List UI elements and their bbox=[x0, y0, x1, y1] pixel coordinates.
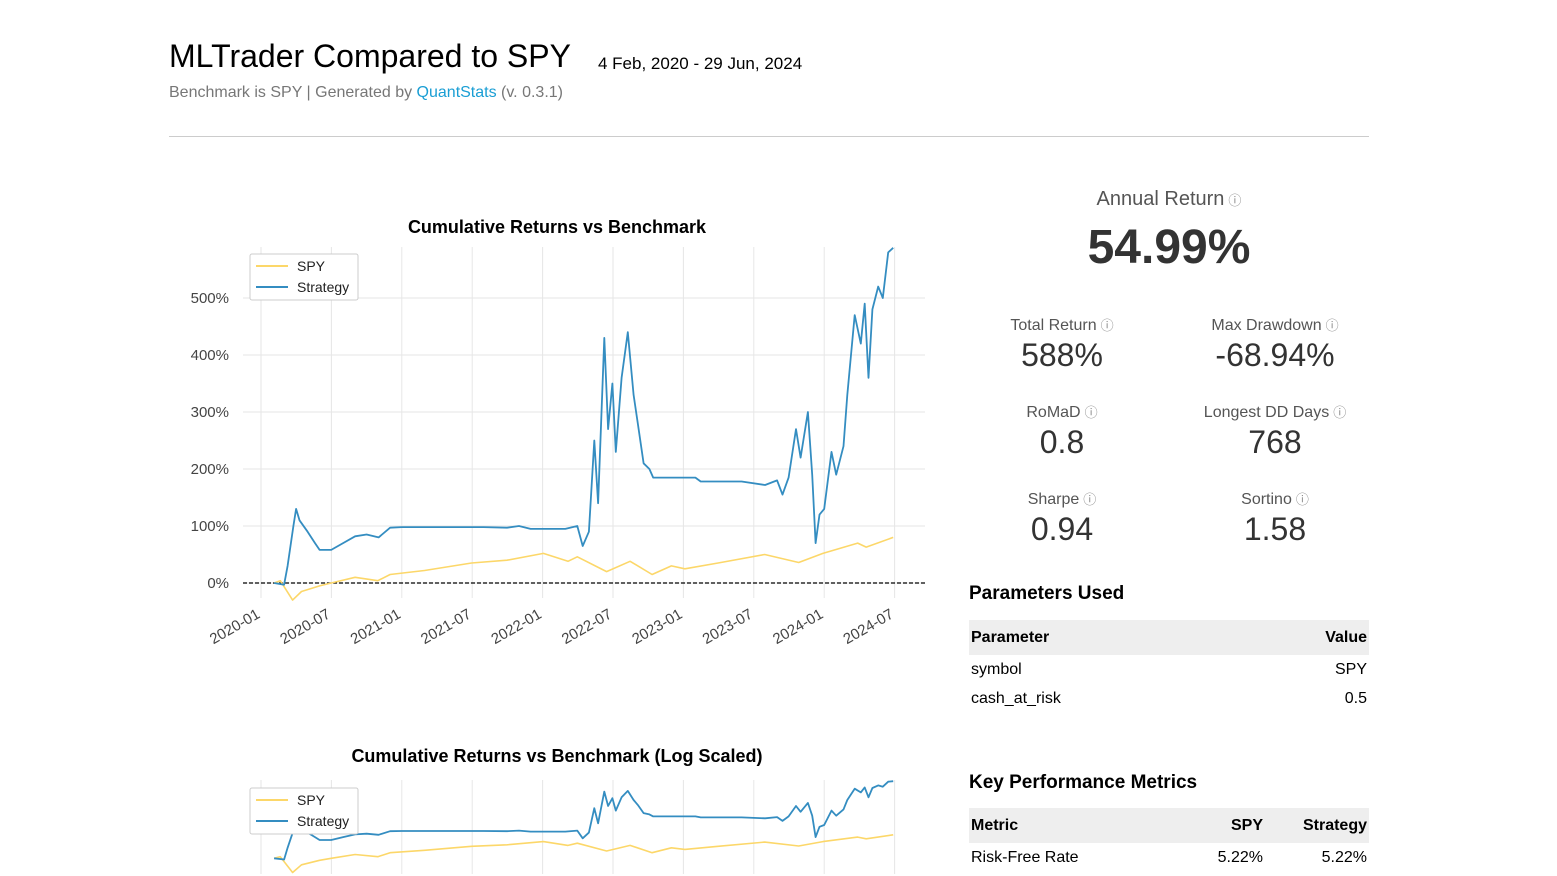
x-tick-label: 2021-07 bbox=[418, 606, 474, 648]
metric-max-drawdown: Max Drawdown ⓘ -68.94% bbox=[1175, 315, 1375, 374]
col-header: SPY bbox=[1171, 808, 1265, 843]
info-circle-icon[interactable]: ⓘ bbox=[1295, 492, 1309, 507]
annual-return-label: Annual Return ⓘ bbox=[1096, 188, 1242, 210]
spy-series-line bbox=[273, 834, 894, 874]
x-tick-label: 2020-07 bbox=[277, 606, 333, 648]
kpm-title: Key Performance Metrics bbox=[969, 772, 1198, 793]
table-row: symbol SPY bbox=[969, 655, 1369, 684]
subtitle-version: (v. 0.3.1) bbox=[496, 84, 563, 101]
parameters-title: Parameters Used bbox=[969, 583, 1125, 604]
x-tick-label: 2023-07 bbox=[700, 606, 756, 648]
metric-label: RoMaD ⓘ bbox=[1026, 404, 1098, 421]
col-header: Parameter bbox=[969, 620, 1238, 655]
metric-value: 0.8 bbox=[1039, 424, 1085, 460]
x-tick-label: 2022-01 bbox=[488, 606, 544, 648]
page-title: MLTrader Compared to SPY bbox=[169, 38, 571, 74]
info-circle-icon[interactable]: ⓘ bbox=[1333, 405, 1347, 420]
cell: 5.22% bbox=[1217, 849, 1263, 866]
legend-label: SPY bbox=[297, 258, 326, 274]
x-tick-label: 2023-01 bbox=[629, 606, 685, 648]
cell: 0.5 bbox=[1344, 690, 1367, 707]
y-tick-label: 100% bbox=[191, 518, 229, 535]
metric-label: Total Return ⓘ bbox=[1010, 317, 1114, 334]
metric-label: Max Drawdown ⓘ bbox=[1211, 317, 1339, 334]
strategy-series-line bbox=[273, 780, 894, 861]
y-tick-label: 400% bbox=[191, 347, 229, 364]
info-circle-icon[interactable]: ⓘ bbox=[1325, 318, 1339, 333]
cell: SPY bbox=[1334, 661, 1367, 678]
info-circle-icon[interactable]: ⓘ bbox=[1083, 492, 1097, 507]
metric-label: Longest DD Days ⓘ bbox=[1203, 404, 1347, 421]
annual-return-value: 54.99% bbox=[1087, 221, 1251, 274]
metric-sharpe: Sharpe ⓘ 0.94 bbox=[962, 489, 1162, 548]
cell: symbol bbox=[971, 661, 1022, 678]
metric-label: Sortino ⓘ bbox=[1241, 491, 1309, 508]
kpm-table: Metric SPY Strategy Risk-Free Rate 5.22% 5.2… bbox=[969, 808, 1369, 872]
y-tick-label: 500% bbox=[191, 290, 229, 307]
y-tick-label: 0% bbox=[207, 575, 229, 592]
chart-title: Cumulative Returns vs Benchmark bbox=[408, 217, 707, 237]
col-header: Metric bbox=[969, 808, 1171, 843]
spy-series-line bbox=[273, 536, 894, 601]
info-circle-icon[interactable]: ⓘ bbox=[1084, 405, 1098, 420]
table-row: Risk-Free Rate 5.22% 5.22% bbox=[969, 843, 1369, 872]
info-circle-icon[interactable]: ⓘ bbox=[1100, 318, 1114, 333]
chart-legend: SPY Strategy bbox=[249, 253, 359, 301]
metric-total-return: Total Return ⓘ 588% bbox=[962, 315, 1162, 374]
quantstats-link[interactable]: QuantStats bbox=[416, 84, 497, 101]
cell: cash_at_risk bbox=[971, 690, 1061, 707]
x-tick-label: 2024-07 bbox=[840, 606, 896, 648]
metrics-grid: Total Return ⓘ 588% Max Drawdown ⓘ -68.94% RoM… bbox=[969, 315, 1369, 555]
cell: Risk-Free Rate bbox=[971, 849, 1079, 866]
y-tick-label: 200% bbox=[191, 461, 229, 478]
divider bbox=[169, 136, 1369, 137]
metric-value: 0.94 bbox=[1030, 511, 1094, 547]
cell: 5.22% bbox=[1321, 849, 1367, 866]
date-range: 4 Feb, 2020 - 29 Jun, 2024 bbox=[598, 54, 803, 73]
y-tick-label: 300% bbox=[191, 404, 229, 421]
x-tick-label: 2020-01 bbox=[207, 606, 263, 648]
parameters-table: Parameter Value symbol SPY cash_at_risk 0.5 bbox=[969, 620, 1369, 713]
metric-value: -68.94% bbox=[1215, 337, 1335, 373]
metric-value: 1.58 bbox=[1243, 511, 1307, 547]
x-tick-label: 2022-07 bbox=[559, 606, 615, 648]
subtitle-prefix: Benchmark is SPY | Generated by bbox=[169, 84, 417, 101]
metric-value: 588% bbox=[1021, 337, 1103, 373]
metric-value: 768 bbox=[1248, 424, 1302, 460]
metric-label: Sharpe ⓘ bbox=[1027, 491, 1097, 508]
x-tick-label: 2021-01 bbox=[348, 606, 404, 648]
strategy-series-line bbox=[273, 247, 894, 586]
legend-label: Strategy bbox=[297, 279, 349, 295]
charts-area: Cumulative Returns vs Benchmark 2020-01 20… bbox=[191, 217, 925, 874]
metric-romad: RoMaD ⓘ 0.8 bbox=[962, 402, 1162, 461]
table-row: cash_at_risk 0.5 bbox=[969, 684, 1369, 713]
x-tick-label: 2024-01 bbox=[770, 606, 826, 648]
subtitle: Benchmark is SPY | Generated by QuantSta… bbox=[169, 84, 563, 102]
legend-label: SPY bbox=[297, 792, 326, 808]
col-header: Strategy bbox=[1265, 808, 1369, 843]
chart-title: Cumulative Returns vs Benchmark (Log Sca… bbox=[351, 746, 762, 766]
info-circle-icon[interactable]: ⓘ bbox=[1228, 193, 1242, 208]
col-header: Value bbox=[1237, 620, 1369, 655]
legend-label: Strategy bbox=[297, 813, 349, 829]
metric-longest-dd-days: Longest DD Days ⓘ 768 bbox=[1175, 402, 1375, 461]
chart-legend: SPY Strategy bbox=[249, 787, 359, 835]
metric-sortino: Sortino ⓘ 1.58 bbox=[1175, 489, 1375, 548]
